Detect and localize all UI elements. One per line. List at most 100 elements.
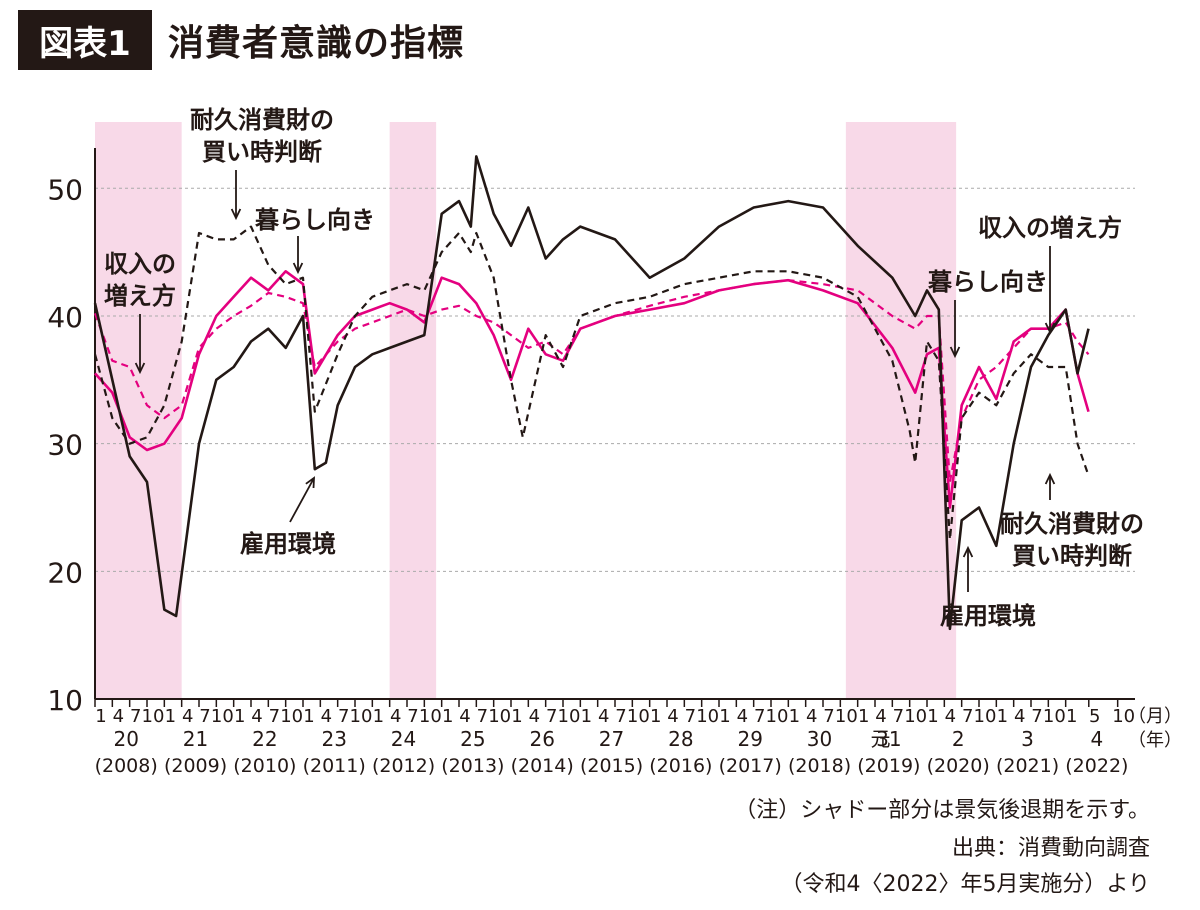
x-month-label: 7 — [754, 706, 765, 727]
gridlines — [95, 187, 1135, 572]
x-year-western: (2008) — [95, 755, 158, 777]
x-month-label: 4 — [806, 706, 817, 727]
series-lines — [93, 155, 1090, 631]
x-month-label: 10 — [974, 706, 997, 727]
x-month-label: 7 — [823, 706, 834, 727]
x-month-label: 1 — [373, 706, 384, 727]
x-month-label: 7 — [477, 706, 488, 727]
x-month-label: 1 — [165, 706, 176, 727]
x-year-western: (2012) — [372, 755, 435, 777]
figure-badge: 図表1 — [18, 10, 152, 70]
x-month-label: 10 — [488, 706, 511, 727]
series-line-income — [93, 279, 1090, 484]
y-tick-40: 40 — [47, 301, 83, 334]
annotation-income-right: 収入の増え方 — [978, 214, 1122, 242]
recession-shading — [95, 122, 957, 699]
x-month-label: 4 — [945, 706, 956, 727]
x-month-label: 1 — [997, 706, 1008, 727]
x-month-label: 1 — [789, 706, 800, 727]
x-year-western: (2015) — [580, 755, 643, 777]
x-month-label: 1 — [581, 706, 592, 727]
annotation-income-left-1: 収入の — [104, 250, 176, 278]
x-month-label: 7 — [1031, 706, 1042, 727]
x-year-era: 21 — [183, 727, 208, 751]
x-month-label: 10 — [419, 706, 442, 727]
x-month-label: 10 — [142, 706, 165, 727]
x-month-label: 4 — [737, 706, 748, 727]
x-month-label: 10 — [766, 706, 789, 727]
x-month-label: 7 — [962, 706, 973, 727]
arrow-income-right-head — [1044, 322, 1056, 335]
x-month-label: 10 — [627, 706, 650, 727]
x-month-label: 10 — [350, 706, 373, 727]
x-year-era: 2 — [952, 727, 965, 751]
x-month-label: 7 — [199, 706, 210, 727]
x-month-label: 1 — [650, 706, 661, 727]
x-month-label: 1 — [927, 706, 938, 727]
x-year-western: (2010) — [233, 755, 296, 777]
x-year-era: 22 — [252, 727, 277, 751]
x-year-era: 4 — [1090, 727, 1103, 751]
x-month-label: 4 — [1014, 706, 1025, 727]
annotation-income-left-2: 増え方 — [104, 282, 176, 310]
annotation-livelihood-left: 暮らし向き — [255, 206, 375, 234]
series-line-durables — [93, 225, 1090, 541]
annotation-durables-left-2: 買い時判断 — [202, 138, 322, 166]
series-line-livelihood — [94, 270, 1090, 509]
x-month-label: 7 — [615, 706, 626, 727]
x-year-western: (2009) — [164, 755, 227, 777]
series-line-employment — [93, 155, 1090, 631]
x-month-label: 1 — [303, 706, 314, 727]
annotation-employment-right: 雇用環境 — [940, 602, 1036, 630]
annotation-employment-left: 雇用環境 — [240, 530, 336, 558]
x-month-label: 10 — [835, 706, 858, 727]
x-month-label: 10 — [904, 706, 927, 727]
arrow-employment-left-head — [305, 476, 315, 489]
annotation-durables-right-1: 耐久消費財の — [1000, 510, 1144, 538]
x-month-label: 1 — [719, 706, 730, 727]
x-month-label: 5 — [1089, 706, 1100, 727]
x-year-era: 29 — [737, 727, 762, 751]
x-month-label: 7 — [269, 706, 280, 727]
x-month-label: 7 — [407, 706, 418, 727]
y-tick-30: 30 — [47, 429, 83, 462]
x-year-era: 28 — [668, 727, 693, 751]
y-tick-20: 20 — [47, 556, 83, 589]
recession-band-0 — [95, 122, 182, 699]
x-month-label: 7 — [338, 706, 349, 727]
x-year-western: (2022) — [1065, 755, 1128, 777]
x-year-western: (2018) — [788, 755, 851, 777]
x-month-label: 10 — [1112, 706, 1135, 727]
x-month-label: 1 — [1066, 706, 1077, 727]
x-month-label: 1 — [511, 706, 522, 727]
x-year-era: 27 — [599, 727, 624, 751]
recession-band-1 — [389, 122, 437, 699]
note-survey: （令和4〈2022〉年5月実施分）より — [780, 872, 1150, 897]
x-year-unit: （年） — [1128, 730, 1182, 751]
x-month-label: 7 — [130, 706, 141, 727]
x-year-era: 31 — [876, 727, 901, 751]
x-year-era: 20 — [113, 727, 138, 751]
x-month-label: 4 — [182, 706, 193, 727]
arrow-employment-right-head — [962, 545, 974, 558]
y-tick-10: 10 — [47, 684, 83, 717]
x-month-label: 7 — [893, 706, 904, 727]
arrow-employment-left-line — [289, 477, 315, 523]
note-shading: （注）シャドー部分は景気後退期を示す。 — [734, 798, 1150, 823]
arrow-livelihood-right-head — [949, 346, 961, 359]
x-month-label: 4 — [667, 706, 678, 727]
chart-title: 消費者意識の指標 — [168, 23, 465, 64]
x-month-label: 4 — [251, 706, 262, 727]
x-month-label: 4 — [459, 706, 470, 727]
x-month-label: 4 — [598, 706, 609, 727]
x-year-era-reiwa: 元 — [871, 727, 891, 751]
annotation-livelihood-right: 暮らし向き — [928, 268, 1048, 296]
x-month-label: 1 — [95, 706, 106, 727]
x-month-label: 4 — [529, 706, 540, 727]
x-year-western: (2021) — [996, 755, 1059, 777]
x-month-label: 10 — [696, 706, 719, 727]
recession-band-2 — [845, 122, 957, 699]
annotations: 耐久消費財の買い時判断暮らし向き収入の増え方雇用環境収入の増え方暮らし向き耐久消… — [104, 106, 1144, 630]
x-month-label: 10 — [1043, 706, 1066, 727]
